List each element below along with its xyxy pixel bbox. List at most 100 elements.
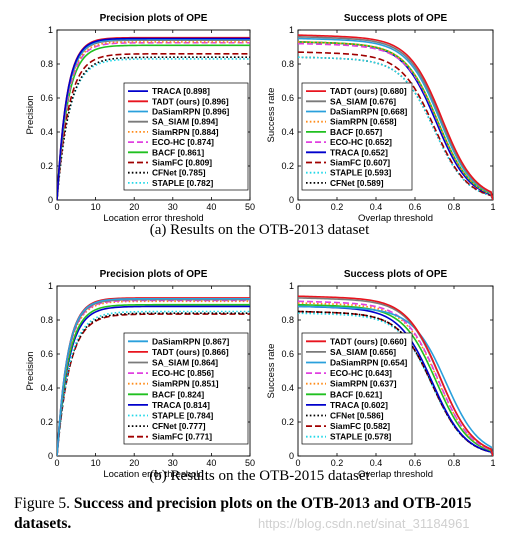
series-line xyxy=(57,53,250,200)
y-tick-label: 0.2 xyxy=(40,161,53,171)
x-tick-label: 0 xyxy=(54,458,59,468)
x-tick-label: 0 xyxy=(295,458,300,468)
series-line xyxy=(298,51,493,200)
series-line xyxy=(298,295,493,456)
y-tick-label: 0.4 xyxy=(281,127,294,137)
legend-entry: STAPLE [0.578] xyxy=(330,432,391,442)
series-line xyxy=(298,34,493,200)
precision-chart-otb2013: Precision plots of OPE 0 10 20 30 40 50 0 0.2 0.4… xyxy=(25,13,255,224)
series-line xyxy=(298,303,493,456)
x-tick-label: 20 xyxy=(129,458,139,468)
legend-entry: STAPLE [0.782] xyxy=(152,178,213,188)
success-chart-otb2015: Success plots of OPE 0 0.2 0.4 0.6 0.8 1 0 0.2 0.… xyxy=(266,269,496,480)
legend-entry: SA_SIAM [0.864] xyxy=(152,358,218,368)
y-axis-label: Precision xyxy=(25,351,36,390)
y-tick-label: 1 xyxy=(289,281,294,291)
series-line xyxy=(57,312,250,456)
legend-entry: TADT (ours) [0.680] xyxy=(330,86,407,96)
chart-title: Success plots of OPE xyxy=(344,269,448,280)
x-tick-label: 10 xyxy=(91,202,101,212)
legend-entry: CFNet [0.785] xyxy=(152,168,206,178)
x-tick-label: 1 xyxy=(490,202,495,212)
y-tick-label: 0.6 xyxy=(40,93,53,103)
subcaption-otb2013: (a) Results on the OTB-2013 dataset xyxy=(149,222,370,238)
series-line xyxy=(57,299,250,456)
y-tick-label: 0.6 xyxy=(40,349,53,359)
y-tick-label: 0 xyxy=(48,451,53,461)
series-line xyxy=(298,300,493,456)
legend-entry: ECO-HC [0.643] xyxy=(330,368,392,378)
x-tick-label: 50 xyxy=(245,458,255,468)
y-tick-label: 1 xyxy=(289,25,294,35)
series-group xyxy=(57,36,250,200)
y-tick-label: 0.4 xyxy=(40,127,53,137)
x-tick-label: 0.4 xyxy=(370,202,383,212)
legend-entry: TRACA [0.814] xyxy=(152,400,210,410)
x-tick-label: 0.6 xyxy=(409,202,422,212)
legend-entry: BACF [0.657] xyxy=(330,127,382,137)
legend-entry: TRACA [0.652] xyxy=(330,147,388,157)
legend-entry: TADT (ours) [0.660] xyxy=(330,336,407,346)
legend-entry: ECO-HC [0.874] xyxy=(152,137,214,147)
x-tick-label: 0 xyxy=(295,202,300,212)
y-tick-label: 0 xyxy=(48,195,53,205)
legend-entry: TRACA [0.898] xyxy=(152,86,210,96)
legend-entry: TADT (ours) [0.866] xyxy=(152,347,229,357)
precision-chart-otb2015: Precision plots of OPE 0 10 20 30 40 50 0 0.2 0.4… xyxy=(25,269,255,480)
series-line xyxy=(57,298,250,456)
y-tick-label: 0 xyxy=(289,451,294,461)
x-tick-label: 10 xyxy=(91,458,101,468)
x-tick-label: 30 xyxy=(168,458,178,468)
y-axis-label: Success rate xyxy=(266,88,277,143)
series-line xyxy=(298,41,493,200)
legend-entry: SiamRPN [0.851] xyxy=(152,379,219,389)
series-line xyxy=(57,38,250,200)
x-axis-label: Overlap threshold xyxy=(358,213,433,224)
series-line xyxy=(57,37,250,200)
x-tick-label: 40 xyxy=(206,202,216,212)
x-tick-label: 0.8 xyxy=(448,202,461,212)
caption-prefix: Figure 5. xyxy=(14,495,70,512)
legend-entry: DaSiamRPN [0.668] xyxy=(330,107,407,117)
legend-entry: ECO-HC [0.856] xyxy=(152,368,214,378)
chart-title: Success plots of OPE xyxy=(344,13,448,24)
figure-caption: Figure 5. Success and precision plots on… xyxy=(14,494,514,534)
series-line xyxy=(57,44,250,200)
caption-text: Success and precision plots on the OTB-2… xyxy=(14,495,472,532)
series-line xyxy=(298,37,493,200)
y-tick-label: 1 xyxy=(48,25,53,35)
series-line xyxy=(298,310,493,456)
legend-entry: TADT (ours) [0.896] xyxy=(152,96,229,106)
subcaption-otb2015: (b) Results on the OTB-2015 dataset xyxy=(149,468,370,484)
y-axis-label: Success rate xyxy=(266,344,277,399)
legend-entry: DaSiamRPN [0.654] xyxy=(330,358,407,368)
watermark: https://blog.csdn.net/sinat_31184961 xyxy=(258,516,470,531)
x-tick-label: 0.2 xyxy=(331,458,344,468)
legend-entry: STAPLE [0.593] xyxy=(330,168,391,178)
chart-title: Precision plots of OPE xyxy=(100,269,208,280)
x-tick-label: 1 xyxy=(490,458,495,468)
y-tick-label: 0.6 xyxy=(281,93,294,103)
x-axis-label: Location error threshold xyxy=(103,469,203,480)
legend-entry: CFNet [0.777] xyxy=(152,421,206,431)
x-axis-label: Overlap threshold xyxy=(358,469,433,480)
y-tick-label: 0.4 xyxy=(40,383,53,393)
legend-entry: ECO-HC [0.652] xyxy=(330,137,392,147)
series-line xyxy=(57,56,250,200)
y-tick-label: 0.8 xyxy=(281,59,294,69)
y-tick-label: 0 xyxy=(289,195,294,205)
y-tick-label: 0.8 xyxy=(281,315,294,325)
legend-entry: DaSiamRPN [0.867] xyxy=(152,336,229,346)
success-chart-otb2013: Success plots of OPE 0 0.2 0.4 0.6 0.8 1 0 0.2 0.… xyxy=(266,13,496,224)
legend-entry: SiamRPN [0.658] xyxy=(330,117,397,127)
legend-entry: SiamFC [0.771] xyxy=(152,432,212,442)
y-tick-label: 0.8 xyxy=(40,59,53,69)
chart-title: Precision plots of OPE xyxy=(100,13,208,24)
x-tick-label: 0.2 xyxy=(331,202,344,212)
legend-entry: BACF [0.861] xyxy=(152,147,204,157)
series-line xyxy=(298,305,493,456)
legend-entry: SiamFC [0.607] xyxy=(330,158,390,168)
x-tick-label: 0.6 xyxy=(409,458,422,468)
legend-entry: SA_SIAM [0.656] xyxy=(330,347,396,357)
